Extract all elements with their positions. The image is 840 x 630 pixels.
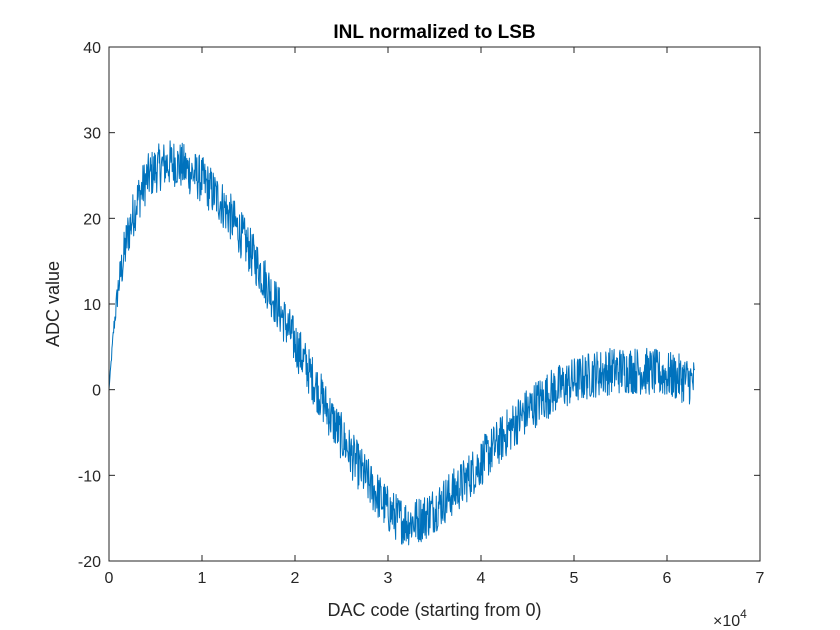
y-tick-label: 10 xyxy=(83,297,101,314)
series-line xyxy=(108,140,696,546)
y-tick-label: 0 xyxy=(92,383,101,400)
y-axis-label: ADC value xyxy=(43,261,63,347)
plot-background xyxy=(109,47,760,561)
x-exponent-base: ×10 xyxy=(713,613,740,630)
x-tick-label: 5 xyxy=(570,570,579,587)
x-exponent-power: 4 xyxy=(740,607,747,621)
x-tick-label: 6 xyxy=(663,570,672,587)
y-tick-label: 40 xyxy=(83,40,101,57)
y-tick-label: -20 xyxy=(78,554,101,571)
y-tick-label: 30 xyxy=(83,126,101,143)
x-tick-label: 0 xyxy=(105,570,114,587)
x-tick-label: 7 xyxy=(756,570,765,587)
y-tick-label: -10 xyxy=(78,468,101,485)
data-layer xyxy=(108,140,696,546)
x-axis-label: DAC code (starting from 0) xyxy=(327,600,541,620)
x-tick-label: 1 xyxy=(198,570,207,587)
chart-title: INL normalized to LSB xyxy=(333,22,535,43)
x-tick-label: 4 xyxy=(477,570,486,587)
y-axis-ticks: -20 -10 0 10 20 30 40 xyxy=(78,40,760,571)
x-axis-ticks: 0 1 2 3 4 5 6 7 xyxy=(105,47,765,587)
x-axis-exponent: ×104 xyxy=(713,607,747,630)
x-tick-label: 3 xyxy=(384,570,393,587)
y-tick-label: 20 xyxy=(83,211,101,228)
x-tick-label: 2 xyxy=(291,570,300,587)
